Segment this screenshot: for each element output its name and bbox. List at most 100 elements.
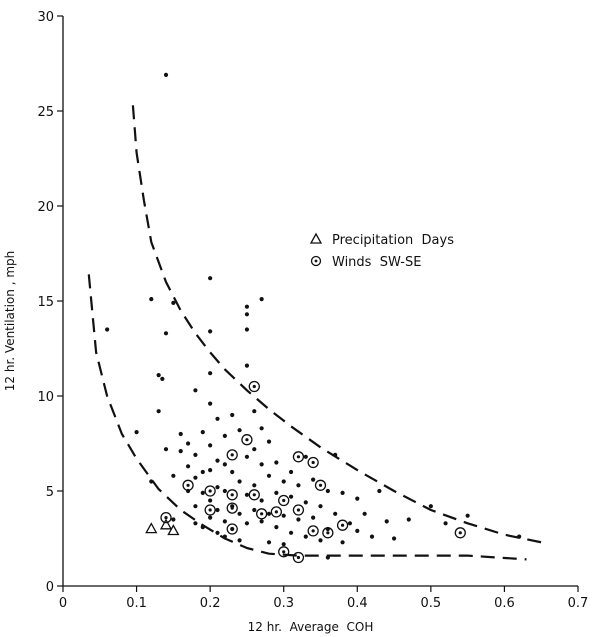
data-point	[303, 534, 308, 539]
y-tick-label: 15	[37, 295, 54, 310]
legend-item-winds: Winds SW-SE	[310, 255, 421, 270]
wind-sw-se-point-center	[252, 493, 256, 497]
data-point	[208, 276, 213, 281]
triangle-marker-icon	[309, 232, 323, 244]
wind-sw-se-point	[322, 527, 334, 539]
data-point	[244, 454, 250, 459]
legend-item-precipitation: Precipitation Days	[309, 232, 454, 248]
wind-sw-se-point	[278, 494, 290, 507]
data-point	[215, 458, 220, 463]
data-point	[252, 483, 257, 488]
data-point	[303, 454, 308, 459]
envelope-curve-lower	[87, 274, 527, 561]
x-tick-label: 0.6	[494, 596, 515, 611]
y-tick-label: 20	[37, 200, 54, 215]
data-point	[185, 464, 191, 469]
data-point	[244, 363, 250, 368]
precipitation-day-point	[159, 518, 173, 530]
wind-sw-se-point-center	[296, 555, 301, 560]
data-point	[259, 426, 264, 431]
data-point	[230, 412, 235, 418]
data-point	[208, 329, 213, 334]
circle-marker-center	[314, 259, 318, 263]
y-tick-label: 10	[37, 390, 54, 405]
data-point	[160, 376, 165, 381]
data-point	[296, 483, 301, 488]
data-point	[252, 507, 257, 513]
wind-sw-se-point	[226, 449, 238, 461]
data-point	[252, 409, 257, 414]
wind-sw-se-point	[292, 451, 305, 463]
x-axis-title: 12 hr. Average COH	[248, 620, 374, 634]
data-point	[355, 496, 360, 501]
data-point	[244, 492, 250, 497]
data-point	[266, 439, 272, 444]
data-point	[377, 488, 382, 494]
wind-sw-se-point-center	[230, 453, 234, 457]
x-tick-label: 0.1	[126, 596, 147, 611]
data-point	[259, 462, 264, 467]
wind-sw-se-point	[292, 504, 305, 516]
data-point	[266, 473, 272, 478]
data-point	[237, 538, 242, 543]
wind-sw-se-point	[278, 546, 290, 558]
data-point	[428, 504, 433, 509]
wind-sw-se-point	[307, 525, 319, 537]
data-point	[259, 519, 264, 524]
data-point	[355, 528, 360, 534]
data-point	[266, 540, 272, 545]
wind-sw-se-point	[241, 434, 253, 446]
data-point	[208, 498, 213, 503]
data-point	[208, 371, 213, 376]
data-point	[222, 433, 227, 438]
data-point	[517, 534, 522, 539]
data-point	[244, 304, 250, 309]
x-axis-ticks: 0 0.1 0.2 0.3 0.4 0.5 0.6 0.7	[59, 586, 588, 611]
wind-sw-se-point-center	[311, 529, 315, 533]
precipitation-day-point	[145, 522, 158, 534]
data-point	[362, 511, 367, 516]
data-point	[171, 300, 176, 305]
data-point	[296, 517, 301, 522]
wind-sw-se-point-center	[326, 531, 330, 535]
data-point	[178, 431, 183, 437]
wind-sw-se-point	[248, 489, 260, 501]
data-point	[230, 469, 235, 475]
x-tick-label: 0.3	[273, 596, 294, 611]
wind-sw-se-point	[307, 456, 319, 469]
data-point	[369, 534, 375, 539]
data-point	[156, 373, 161, 378]
data-point	[208, 468, 213, 473]
wind-sw-se-point	[226, 523, 238, 535]
data-point	[311, 477, 316, 482]
wind-sw-se-point-center	[230, 506, 234, 510]
data-point	[163, 72, 169, 77]
wind-sw-se-point-center	[274, 510, 278, 514]
wind-sw-se-point-center	[282, 550, 286, 554]
data-point	[215, 507, 220, 513]
wind-sw-se-point	[270, 506, 283, 518]
data-point	[325, 555, 330, 560]
x-tick-label: 0	[59, 596, 67, 611]
precipitation-day-point	[167, 524, 180, 536]
wind-sw-se-point	[182, 479, 194, 491]
data-point	[274, 490, 279, 495]
data-point	[200, 525, 205, 530]
data-point	[237, 511, 242, 516]
data-point	[237, 479, 242, 484]
data-point	[465, 513, 470, 518]
y-tick-label: 5	[46, 485, 54, 500]
data-point	[340, 490, 345, 495]
wind-sw-se-point-center	[186, 483, 190, 487]
data-point	[222, 462, 227, 467]
wind-sw-se-point-center	[318, 483, 323, 487]
wind-sw-se-point-center	[208, 489, 212, 493]
data-point	[171, 473, 176, 478]
data-point	[325, 488, 330, 494]
wind-sw-se-point	[248, 380, 260, 393]
data-point	[200, 430, 205, 435]
x-tick-label: 0.4	[347, 596, 368, 611]
wind-sw-se-point	[454, 527, 466, 539]
y-tick-label: 25	[37, 105, 54, 120]
data-point	[281, 479, 286, 484]
